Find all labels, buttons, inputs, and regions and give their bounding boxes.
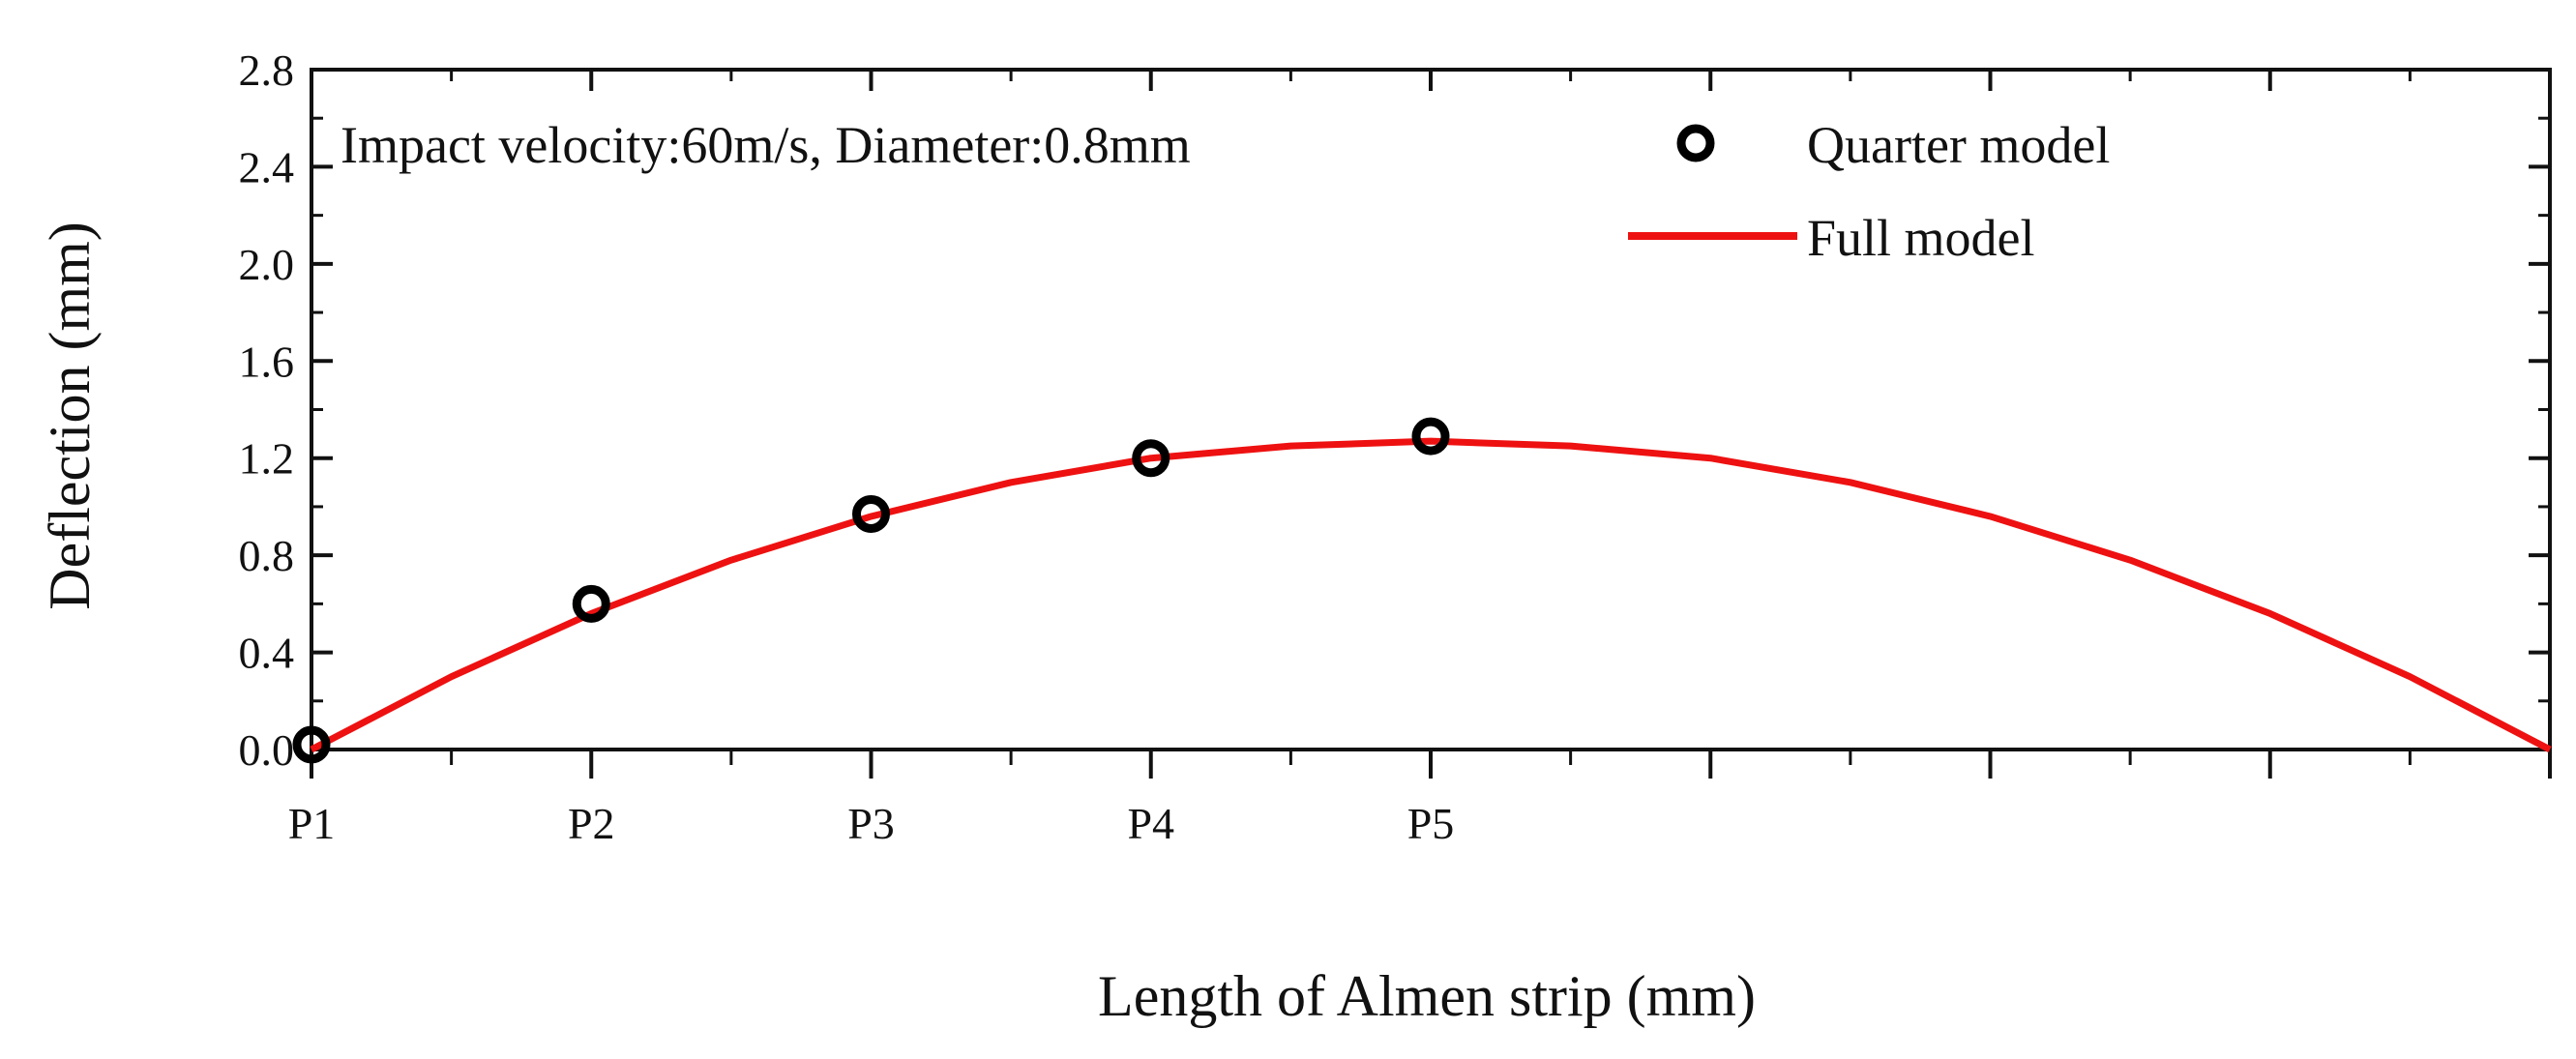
quarter-model-point — [852, 494, 890, 533]
y-tick-label: 2.0 — [239, 240, 295, 289]
x-tick-label: P5 — [1407, 799, 1455, 848]
axis-ticks: 0.0 0.4 0.8 1.2 1.6 2.0 2.4 2.8 P1 P2 P3 P4 P5 — [239, 45, 2552, 848]
chart-marks — [292, 417, 2552, 764]
legend-marker-quarter — [1676, 124, 1715, 162]
x-axis-title: Length of Almen strip (mm) — [1098, 964, 1756, 1028]
quarter-model-point — [1411, 417, 1450, 456]
x-tick-label: P3 — [847, 799, 895, 848]
y-tick-label: 0.4 — [239, 629, 295, 678]
y-tick-label: 2.4 — [239, 142, 295, 191]
annotation-text: Impact velocity:60m/s, Diameter:0.8mm — [341, 116, 1191, 174]
legend-label-quarter: Quarter model — [1807, 116, 2110, 174]
legend: Quarter model Full model — [1628, 116, 2110, 267]
quarter-model-point — [292, 725, 331, 764]
y-tick-label: 1.2 — [239, 434, 295, 484]
y-axis-title: Deflection (mm) — [38, 221, 102, 610]
x-tick-label: P1 — [288, 799, 336, 848]
y-tick-label: 0.0 — [239, 725, 295, 775]
x-tick-label: P4 — [1127, 799, 1174, 848]
quarter-model-point — [1132, 439, 1170, 478]
x-tick-label: P2 — [568, 799, 615, 848]
y-tick-label: 1.6 — [239, 337, 295, 386]
y-tick-label: 2.8 — [239, 45, 295, 95]
full-model-line — [310, 437, 2552, 753]
y-tick-label: 0.8 — [239, 531, 295, 580]
legend-label-full: Full model — [1807, 209, 2035, 267]
quarter-model-point — [572, 584, 610, 623]
